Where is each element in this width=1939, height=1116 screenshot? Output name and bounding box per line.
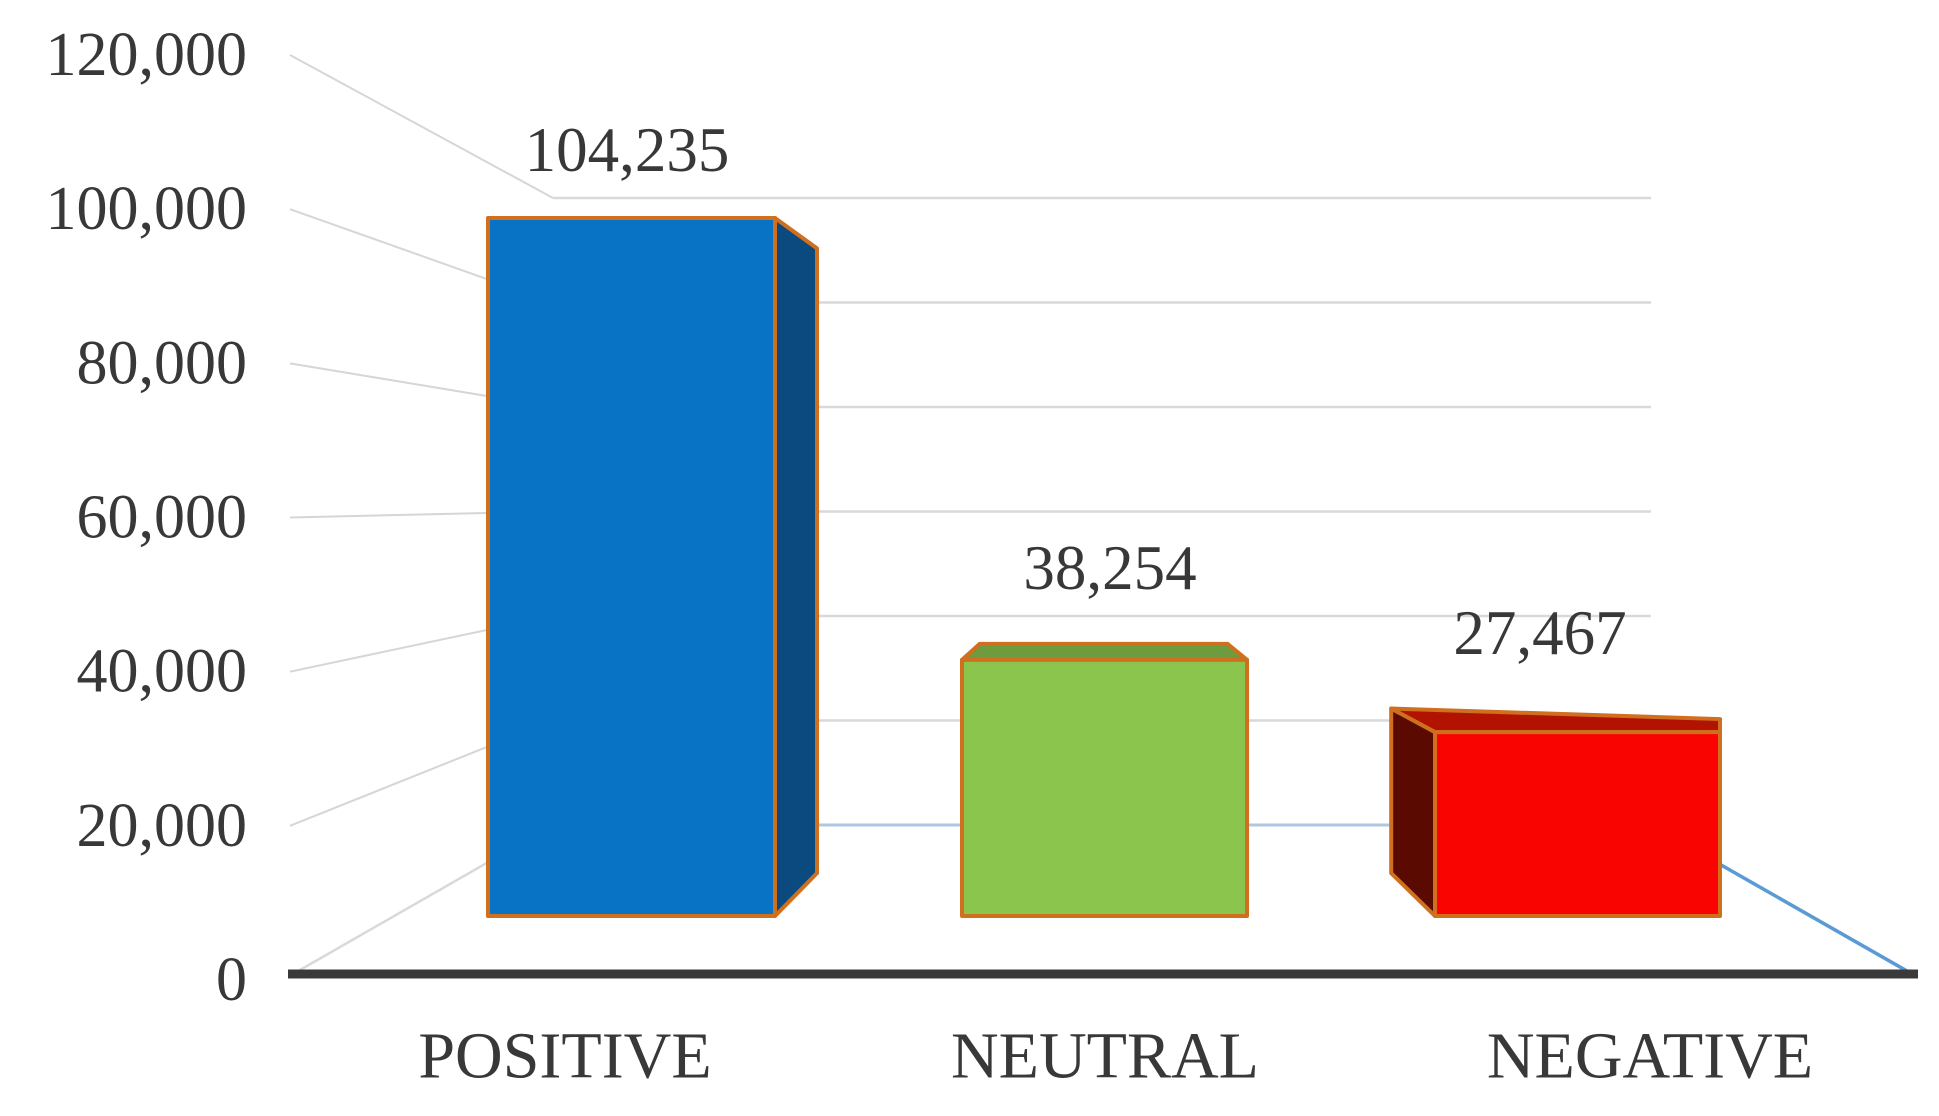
bar-side-face-negative — [1389, 706, 1437, 918]
y-axis-tick-label-40000: 40,000 — [77, 638, 248, 706]
data-label-neutral: 38,254 — [1023, 533, 1196, 603]
data-label-positive: 104,235 — [525, 115, 730, 185]
x-axis-category-label-positive: POSITIVE — [418, 1020, 711, 1093]
axis-connector-y-120000 — [289, 54, 554, 199]
bar-front-face-positive — [486, 215, 777, 918]
data-label-negative: 27,467 — [1453, 598, 1626, 668]
bar-top-face-neutral — [960, 641, 1249, 662]
y-axis-tick-label-0: 0 — [216, 946, 247, 1014]
y-axis-tick-label-80000: 80,000 — [77, 329, 248, 397]
bar-side-face-positive — [773, 215, 819, 918]
x-axis-category-label-negative: NEGATIVE — [1487, 1020, 1813, 1093]
x-axis-category-label-neutral: NEUTRAL — [951, 1020, 1259, 1093]
y-axis-tick-label-100000: 100,000 — [46, 175, 248, 243]
y-axis-tick-label-20000: 20,000 — [77, 792, 248, 860]
y-axis-tick-label-60000: 60,000 — [77, 484, 248, 552]
bar-front-face-neutral — [960, 657, 1249, 918]
bar-top-face-negative — [1389, 706, 1722, 735]
y-axis-tick-label-120000: 120,000 — [46, 21, 248, 89]
bar-front-face-negative — [1433, 730, 1722, 918]
